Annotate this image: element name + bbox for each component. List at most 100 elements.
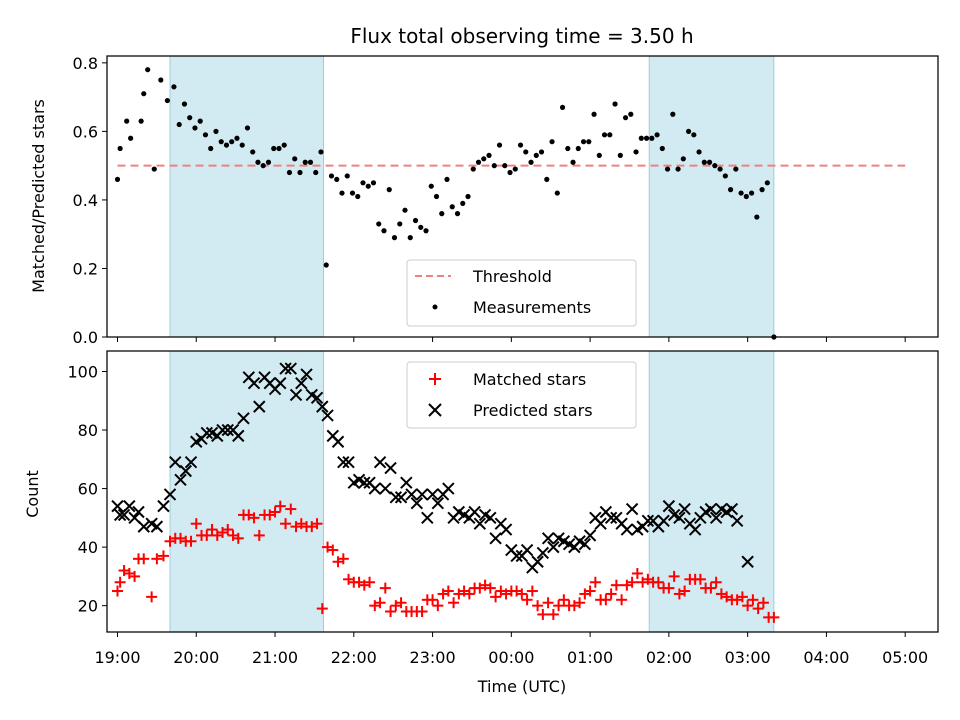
predicted-star-point	[709, 511, 723, 525]
bottom-axes-frame	[106, 350, 939, 633]
predicted-star-point	[641, 514, 655, 527]
y-tick-label: 80	[78, 421, 98, 440]
predicted-star-point	[150, 520, 164, 533]
measurement-point	[428, 183, 434, 189]
matched-star-point	[427, 594, 439, 606]
x-tick-label: 20:00	[173, 648, 219, 667]
predicted-star-point	[174, 473, 187, 486]
predicted-star-point	[274, 376, 287, 390]
matched-star-point	[589, 576, 601, 588]
measurement-point	[292, 156, 298, 162]
predicted-star-point	[725, 502, 739, 516]
measurement-point	[260, 163, 266, 169]
predicted-star-point	[237, 412, 250, 425]
measurement-point	[460, 200, 466, 206]
predicted-star-point	[662, 499, 676, 513]
matched-star-point	[574, 597, 586, 609]
measurement-point	[239, 142, 245, 148]
matched-star-point	[374, 597, 386, 609]
matched-star-point	[463, 588, 475, 600]
measurement-point	[717, 166, 723, 172]
measurement-point	[114, 176, 121, 182]
matched-star-point	[442, 585, 454, 597]
measurement-point	[538, 149, 545, 155]
matched-star-point	[327, 544, 339, 556]
measurement-point	[586, 139, 592, 145]
legend-measurement-swatch	[432, 304, 438, 310]
measurement-point	[158, 77, 164, 83]
measurement-point	[318, 149, 324, 155]
measurement-point	[376, 221, 382, 227]
measurement-point	[544, 176, 550, 182]
measurement-point	[355, 193, 361, 200]
predicted-star-point	[620, 523, 634, 536]
measurement-point	[565, 145, 571, 152]
matched-star-point	[757, 597, 769, 609]
matched-star-point	[232, 532, 244, 544]
x-tick-label: 04:00	[803, 648, 849, 667]
measurement-point	[213, 128, 219, 134]
predicted-star-point	[200, 426, 213, 440]
measurement-point	[187, 115, 193, 121]
x-tick-label: 22:00	[331, 648, 377, 667]
measurement-point	[250, 149, 256, 155]
predicted-star-point	[137, 520, 150, 533]
measurement-point	[271, 145, 277, 152]
observing-span	[169, 55, 325, 338]
measurement-point	[481, 156, 487, 162]
predicted-star-point	[400, 476, 413, 489]
measurement-point	[701, 159, 707, 165]
bottom-panel: 20 40 60 80 100 19:00 20:00 21:00 22:00 23:00 00:…	[23, 350, 939, 696]
predicted-star-point	[379, 482, 392, 495]
top-panel: 0.0 0.2 0.4 0.6 0.8 Flux total observing tim…	[29, 24, 939, 347]
matched-star-point	[432, 600, 444, 612]
measurement-point	[176, 121, 182, 128]
matched-star-point	[652, 576, 664, 588]
measurement-point	[575, 145, 581, 152]
matched-star-point	[605, 588, 617, 600]
matched-star-point	[610, 579, 622, 591]
measurement-point	[486, 152, 492, 158]
predicted-star-point	[499, 523, 513, 536]
matched-star-point	[201, 529, 213, 541]
measurement-point	[659, 145, 665, 152]
x-tick-label: 02:00	[646, 648, 692, 667]
predicted-star-point	[179, 464, 192, 478]
measurement-point	[491, 163, 497, 169]
matched-star-point	[151, 553, 163, 565]
y-tick-label: 20	[78, 597, 98, 616]
measurement-point	[654, 132, 660, 138]
observing-span	[169, 350, 325, 633]
measurement-point	[360, 180, 366, 186]
matched-star-point	[736, 591, 748, 603]
measurement-point	[141, 91, 147, 97]
predicted-star-point	[541, 532, 555, 545]
measurement-point	[218, 139, 224, 145]
matched-star-point	[631, 567, 643, 579]
legend-matched-label: Matched stars	[473, 370, 586, 389]
measurement-point	[192, 125, 198, 131]
matched-star-point	[248, 512, 260, 524]
matched-star-point	[490, 591, 502, 603]
x-tick-label: 03:00	[725, 648, 771, 667]
measurement-point	[349, 190, 356, 196]
predicted-star-point	[163, 488, 177, 501]
measurement-point	[386, 187, 392, 193]
predicted-star-point	[289, 388, 303, 402]
matched-star-point	[553, 600, 565, 612]
legend-measurements-label: Measurements	[473, 298, 591, 317]
predicted-star-point	[331, 435, 345, 448]
measurement-point	[391, 235, 398, 241]
predicted-star-point	[284, 362, 297, 375]
predicted-star-point	[704, 502, 718, 516]
y-tick-label: 0.0	[73, 328, 98, 347]
measurement-point	[512, 166, 518, 172]
measurement-point	[670, 111, 676, 117]
measurement-point	[617, 152, 623, 158]
bottom-legend-box	[406, 361, 637, 429]
predicted-star-point	[673, 511, 686, 525]
predicted-star-point	[741, 555, 754, 568]
measurement-point	[138, 118, 144, 124]
measurement-point	[197, 118, 203, 124]
predicted-star-point	[688, 523, 702, 536]
